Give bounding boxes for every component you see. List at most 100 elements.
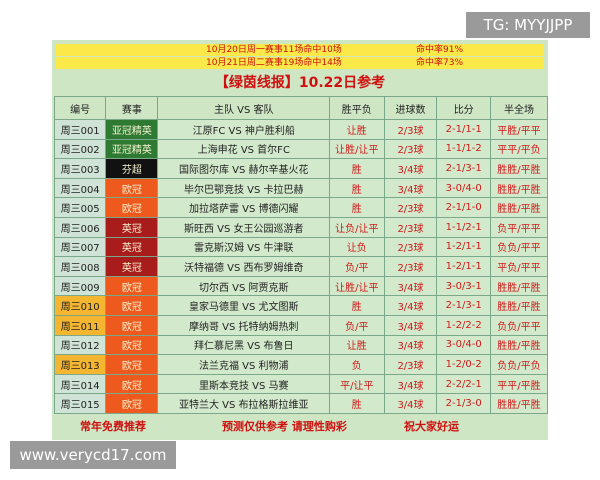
row: 周三012 欧冠 拜仁慕尼黑 VS 布鲁日 让胜 3/4球 3-0/4-0 胜胜/平胜 [53,334,549,356]
cell: 周三007 [53,236,107,258]
cell: 平平/平胜 [489,373,549,395]
cell: 2-1/3-1 [436,158,491,179]
cell: 平负/平平 [489,256,549,277]
cell: 2-1/3-1 [436,295,491,316]
cell: 胜胜/平胜 [489,177,549,199]
cell: 欧冠 [105,177,159,199]
cell: 1-1/1-2 [436,138,491,160]
cell: 3/4球 [383,314,438,336]
cell: 3/4球 [383,393,438,414]
cell: 欧冠 [105,393,159,414]
row: 周三013 欧冠 法兰克福 VS 利物浦负 2/3球 1-2/0-2 负负/平负 [53,354,549,375]
cell: 周三010 [53,295,107,316]
header-cell: 赛事 [105,96,159,120]
row: 周三004 欧冠 毕尔巴鄂竞技 VS 卡拉巴赫胜 3/4球 3-0/4-0 胜胜/平胜 [53,177,549,199]
row: 周三006 英冠 斯旺西 VS 女王公园巡游者 让负/让平 2/3球 1-1/2-1 负平/… [53,216,549,238]
watermark: TG: MYYJJPP [466,12,590,38]
cell: 2/3球 [383,197,438,218]
cell: 2-1/1-0 [436,197,491,218]
header-cell: 编号 [53,96,107,120]
header-cell: 半全场 [489,96,549,120]
cell: 英冠 [105,256,159,277]
cell: 英冠 [105,236,159,258]
banner-text: 10月21日周二赛事19场命中14场 [206,58,342,68]
watermark: www.verycd17.com [10,441,176,469]
banner: 10月21日周二赛事19场命中14场 命中率73% [56,57,544,69]
cell: 周三015 [53,393,107,414]
row: 周三010 欧冠 皇家马德里 VS 尤文图斯胜 3/4球 2-1/3-1 胜胜/平胜 [53,295,549,316]
cell: 皇家马德里 VS 尤文图斯 [157,295,331,316]
cell: 周三003 [53,158,107,179]
cell: 3/4球 [383,373,438,395]
cell: 胜胜/平胜 [489,295,549,316]
cell: 胜胜/平胜 [489,275,549,297]
row: 周三009 欧冠 切尔西 VS 阿贾克斯 让胜/让平 3/4球 3-0/3-1 胜胜/平胜 [53,275,549,297]
cell: 1-2/2-2 [436,314,491,336]
cell: 江原FC VS 神户胜利船 [157,119,331,140]
cell: 3/4球 [383,295,438,316]
cell: 亚特兰大 VS 布拉格斯拉维亚 [157,393,331,414]
cell: 平胜/平平 [489,119,549,140]
cell: 周三012 [53,334,107,356]
cell: 让胜/让平 [329,275,385,297]
cell: 平平/平负 [489,138,549,160]
cell: 2/3球 [383,354,438,375]
cell: 负/平 [329,314,385,336]
footer-text: 祝大家好运 [404,420,459,433]
header-cell: 比分 [436,96,491,120]
cell: 欧冠 [105,295,159,316]
cell: 负 [329,354,385,375]
row: 周三002 亚冠精英 上海申花 VS 首尔FC 让胜/让平 2/3球 1-1/1-2 平平/… [53,138,549,160]
cell: 胜胜/平胜 [489,197,549,218]
cell: 让负/让平 [329,216,385,238]
cell: 周三013 [53,354,107,375]
cell: 欧冠 [105,314,159,336]
cell: 3/4球 [383,177,438,199]
cell: 3/4球 [383,275,438,297]
header-cell: 胜平负 [329,96,385,120]
cell: 胜 [329,158,385,179]
header-cell: 进球数 [383,96,438,120]
cell: 欧冠 [105,275,159,297]
cell: 让胜/让平 [329,138,385,160]
cell: 周三011 [53,314,107,336]
cell: 雷克斯汉姆 VS 牛津联 [157,236,331,258]
cell: 胜 [329,177,385,199]
row: 周三005 欧冠 加拉塔萨雷 VS 博德闪耀胜 2/3球 2-1/1-0 胜胜/平胜 [53,197,549,218]
cell: 拜仁慕尼黑 VS 布鲁日 [157,334,331,356]
cell: 2/3球 [383,138,438,160]
cell: 周三008 [53,256,107,277]
cell: 欧冠 [105,197,159,218]
cell: 让负 [329,236,385,258]
cell: 英冠 [105,216,159,238]
table: 编号 赛事 主队 VS 客队 胜平负 进球数 比分 半全场 周三001 亚冠精英 江原FC VS … [53,96,549,414]
cell: 欧冠 [105,354,159,375]
poster: 10月20日周一赛事11场命中10场 命中率91% 10月21日周二赛事19场命中… [52,40,549,440]
cell: 1-2/1-1 [436,236,491,258]
title: 【绿茵线报】10.22日参考 [214,75,386,91]
row: 周三001 亚冠精英 江原FC VS 神户胜利船 让胜 2/3球 2-1/1-1 平胜/平平 [53,119,549,140]
cell: 负负/平平 [489,236,549,258]
row: 周三015 欧冠 亚特兰大 VS 布拉格斯拉维亚胜 3/4球 2-1/3-0 胜胜/平胜 [53,393,549,414]
cell: 周三005 [53,197,107,218]
cell: 2/3球 [383,256,438,277]
cell: 欧冠 [105,373,159,395]
cell: 周三001 [53,119,107,140]
cell: 切尔西 VS 阿贾克斯 [157,275,331,297]
cell: 亚冠精英 [105,138,159,160]
row: 周三003 芬超 国际图尔库 VS 赫尔辛基火花胜 3/4球 2-1/3-1 胜胜/平胜 [53,158,549,179]
cell: 里斯本竞技 VS 马赛 [157,373,331,395]
cell: 周三009 [53,275,107,297]
cell: 2-1/3-0 [436,393,491,414]
cell: 国际图尔库 VS 赫尔辛基火花 [157,158,331,179]
cell: 沃特福德 VS 西布罗姆维奇 [157,256,331,277]
cell: 斯旺西 VS 女王公园巡游者 [157,216,331,238]
cell: 上海申花 VS 首尔FC [157,138,331,160]
row: 周三014 欧冠 里斯本竞技 VS 马赛 平/让平 3/4球 2-2/2-1 平平/平胜 [53,373,549,395]
footer-text: 预测仅供参考 请理性购彩 [222,420,347,433]
cell: 胜 [329,393,385,414]
cell: 2/3球 [383,119,438,140]
cell: 负平/平平 [489,216,549,238]
cell: 让胜 [329,119,385,140]
